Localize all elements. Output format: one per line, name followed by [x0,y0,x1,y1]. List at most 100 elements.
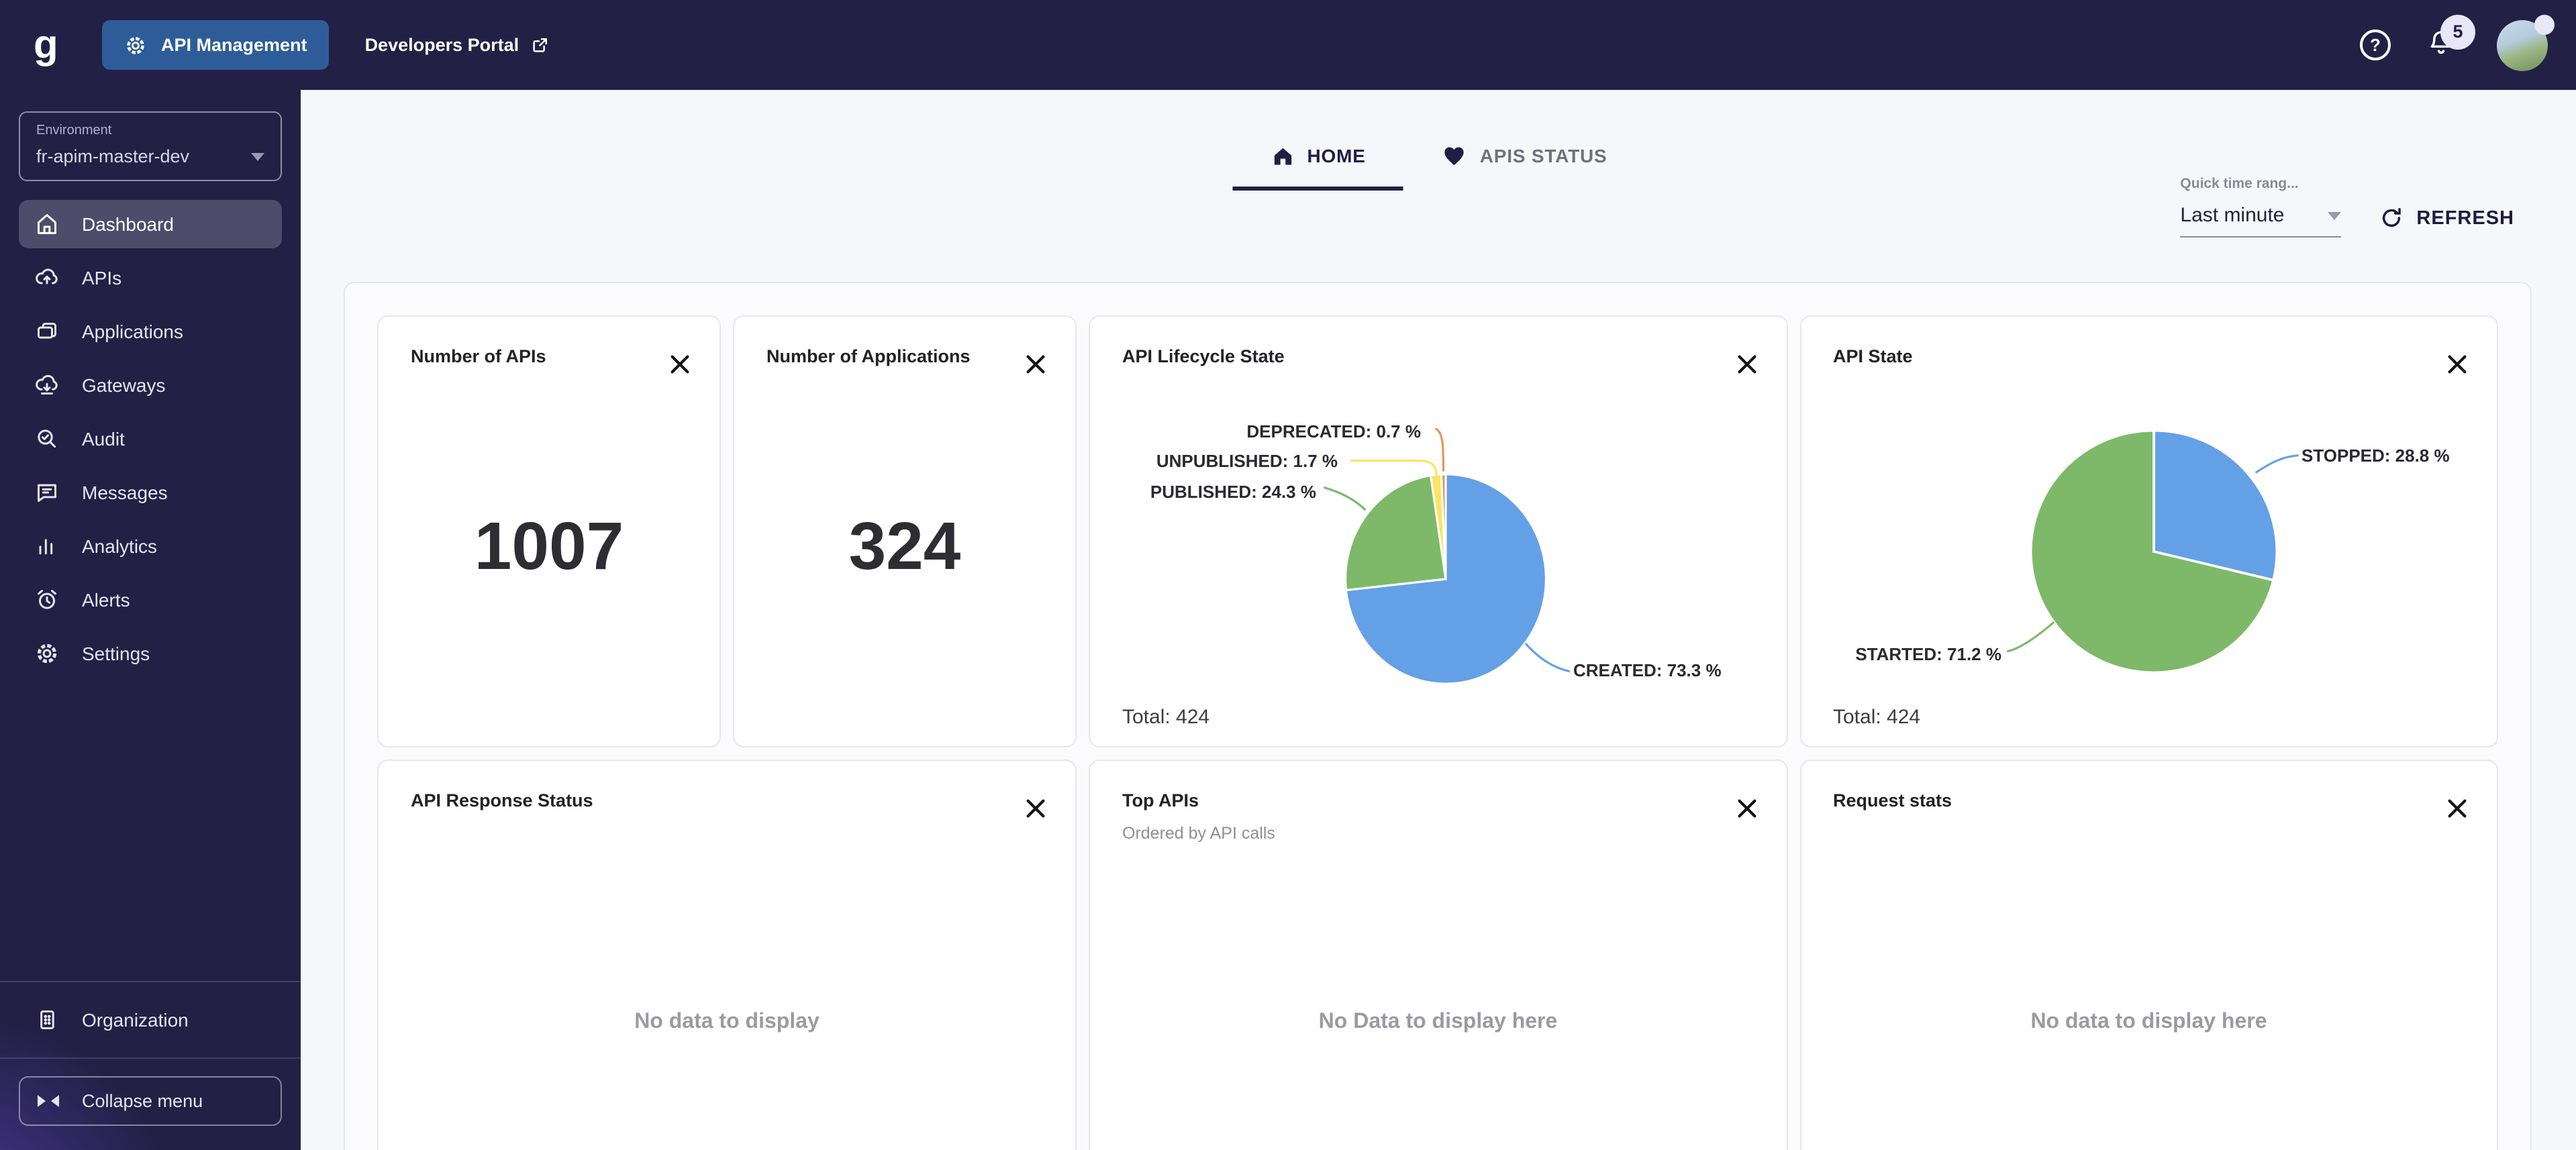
pie-slice-published [1344,474,1447,592]
sidebar-item-label: Messages [82,482,168,503]
cloud-upload-icon [34,264,60,291]
empty-state-message: No data to display here [2030,1010,2267,1033]
refresh-label: REFRESH [2416,207,2514,229]
sidebar: Environment fr-apim-master-dev Dashboard… [0,90,301,1150]
card-title: API Response Status [411,790,593,811]
environment-value: fr-apim-master-dev [36,146,190,166]
pie-slice-started [2028,429,2275,674]
close-widget-button[interactable] [1732,794,1761,823]
refresh-icon [2379,205,2404,231]
refresh-button[interactable]: REFRESH [2379,205,2514,231]
close-widget-button[interactable] [2443,794,2471,823]
divider [0,1057,301,1059]
cloud-download-icon [34,372,60,399]
close-widget-button[interactable] [1732,350,1761,378]
organization-icon [34,1006,60,1033]
card-number-of-applications: Number of Applications 324 [733,315,1077,747]
gear-icon [123,33,148,57]
applications-icon [34,318,60,345]
quick-time-range-value: Last minute [2180,204,2285,227]
apis-count-value: 1007 [474,509,624,584]
heart-icon [1441,142,1468,169]
card-api-state: API State STOPPED: 28.8 % STARTED: 71.2 … [1799,315,2498,747]
pie-label-stopped: STOPPED: 28.8 % [2301,446,2450,466]
collapse-menu-label: Collapse menu [82,1091,203,1111]
user-status-dot [2534,14,2555,34]
card-number-of-apis: Number of APIs 1007 [377,315,721,747]
main-content: HOME APIS STATUS Home board Quick time r… [301,90,2576,1150]
sidebar-item-analytics[interactable]: Analytics [19,522,282,570]
card-top-apis: Top APIs Ordered by API calls No Data to… [1089,760,1787,1150]
sidebar-footer: Organization Collapse menu [0,981,301,1150]
notification-count-badge: 5 [2440,14,2475,49]
card-title: Number of Applications [766,346,971,366]
bar-chart-icon [34,533,60,560]
help-button[interactable]: ? [2360,30,2391,60]
quick-time-range-label: Quick time rang... [2180,176,2299,192]
environment-select[interactable]: Environment fr-apim-master-dev [19,111,282,181]
close-widget-button[interactable] [2443,350,2471,378]
sidebar-item-label: Alerts [82,589,130,611]
pie-label-deprecated: DEPRECATED: 0.7 % [1246,421,1421,441]
card-title: Number of APIs [411,346,546,366]
card-subtitle: Ordered by API calls [1122,824,1275,843]
close-widget-button[interactable] [666,350,694,378]
card-api-lifecycle-state: API Lifecycle State DEPRECATED: 0.7 % UN… [1089,315,1787,747]
sidebar-item-applications[interactable]: Applications [19,307,282,356]
search-check-icon [34,425,60,452]
card-request-stats: Request stats No data to display here [1799,760,2498,1150]
pie-label-published: PUBLISHED: 24.3 % [1150,482,1316,502]
sidebar-item-dashboard[interactable]: Dashboard [19,200,282,248]
divider [0,981,301,982]
gravitee-logo[interactable]: g [34,22,58,66]
sidebar-item-label: Analytics [82,535,158,557]
tab-home-label: HOME [1307,145,1366,166]
sidebar-item-alerts[interactable]: Alerts [19,576,282,624]
quick-time-range-select[interactable]: Quick time rang... Last minute [2180,176,2342,238]
sidebar-item-audit[interactable]: Audit [19,415,282,463]
topbar: g API Management Developers Portal ? [0,0,2576,90]
card-title: Request stats [1833,790,1952,811]
tab-apis-status[interactable]: APIS STATUS [1403,142,1645,191]
environment-label: Environment [36,123,112,138]
api-management-button[interactable]: API Management [102,20,329,70]
api-management-label: API Management [161,35,307,55]
pie-label-started: STARTED: 71.2 % [1855,644,2001,664]
dashboard-board: Number of APIs 1007 Number of Applicatio… [344,282,2532,1150]
developers-portal-link[interactable]: Developers Portal [365,35,550,55]
sidebar-item-settings[interactable]: Settings [19,629,282,678]
sidebar-nav: Dashboard APIs Applications Gateways [0,200,301,678]
pie-chart-api-state [2028,429,2278,674]
card-api-response-status: API Response Status No data to display [377,760,1077,1150]
message-icon [34,479,60,506]
close-widget-button[interactable] [1022,794,1050,823]
home-icon [34,211,60,238]
tab-home[interactable]: HOME [1232,142,1403,191]
sidebar-item-label: Applications [82,321,183,342]
user-menu[interactable] [2497,14,2555,70]
alarm-icon [34,586,60,613]
pie-chart-api-lifecycle [1344,473,1547,685]
chevron-down-icon [251,152,264,160]
card-title: Top APIs [1122,790,1199,811]
sidebar-item-organization[interactable]: Organization [0,982,301,1057]
sidebar-item-apis[interactable]: APIs [19,254,282,302]
collapse-icon [36,1094,60,1108]
collapse-menu-button[interactable]: Collapse menu [19,1076,282,1126]
sidebar-item-label: Settings [82,643,150,664]
external-link-icon [530,35,550,55]
pie-label-unpublished: UNPUBLISHED: 1.7 % [1156,451,1338,471]
notifications-button[interactable]: 5 [2426,14,2475,64]
sidebar-item-label: APIs [82,267,122,289]
tab-apis-status-label: APIS STATUS [1479,145,1607,166]
sidebar-item-messages[interactable]: Messages [19,468,282,517]
close-widget-button[interactable] [1022,350,1050,378]
pie-label-created: CREATED: 73.3 % [1573,660,1722,680]
sidebar-item-gateways[interactable]: Gateways [19,361,282,409]
chevron-down-icon [2328,211,2342,219]
card-title: API State [1833,346,1913,366]
organization-label: Organization [82,1009,189,1031]
home-icon [1270,143,1295,168]
applications-count-value: 324 [848,509,961,584]
